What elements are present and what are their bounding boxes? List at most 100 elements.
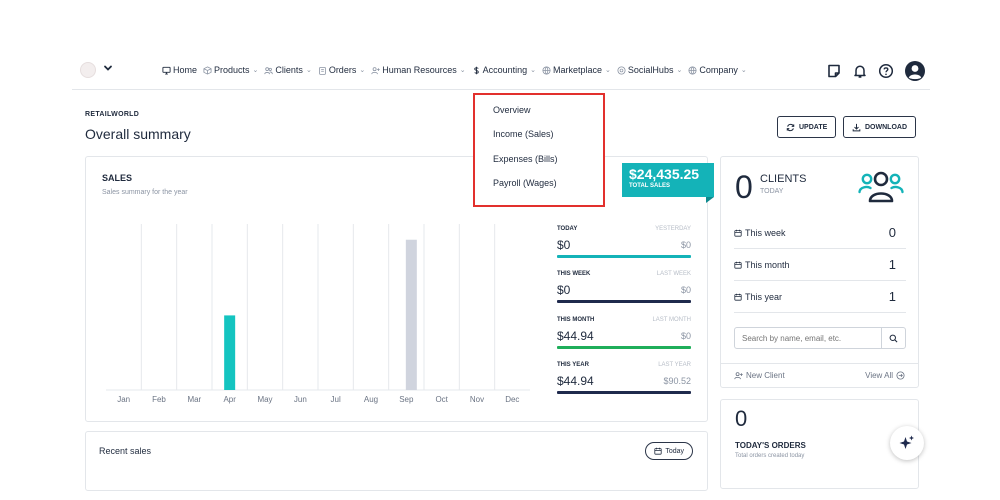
download-label: DOWNLOAD — [865, 123, 907, 131]
nav-item-label: Products — [214, 65, 250, 75]
clipboard-icon — [319, 66, 326, 75]
box-icon — [203, 65, 212, 75]
bar-apr — [224, 315, 236, 390]
sparkle-icon — [899, 435, 914, 449]
users-group-icon — [858, 171, 904, 203]
search-button[interactable] — [881, 328, 905, 348]
nav-item-label: SocialHubs — [627, 65, 674, 75]
menu-item-payroll-wages[interactable]: Payroll (Wages) — [493, 178, 557, 188]
row-label: This week — [745, 228, 786, 238]
today-filter-label: Today — [665, 447, 684, 455]
divider — [721, 363, 918, 364]
stat-prev-label: LAST YEAR — [658, 362, 691, 368]
chevron-down-icon: ⌄ — [676, 67, 683, 74]
company-logo[interactable] — [80, 62, 96, 78]
download-icon — [852, 123, 861, 131]
help-icon[interactable] — [878, 63, 894, 79]
nav-item-label: Marketplace — [553, 65, 603, 75]
page-title: Overall summary — [85, 126, 191, 142]
ai-assistant-button[interactable] — [890, 426, 924, 460]
globe-icon — [688, 65, 697, 75]
stat-underline — [557, 346, 691, 349]
dollar-icon — [473, 66, 479, 74]
row-label: This year — [745, 292, 783, 302]
chevron-down-icon[interactable] — [102, 62, 114, 74]
breadcrumb: RETAILWORLD — [85, 111, 140, 118]
x-tick-label: May — [257, 395, 272, 404]
stat-value: $44.94 — [557, 329, 594, 343]
stat-label: THIS YEAR — [557, 362, 589, 368]
clients-count: 0 — [735, 169, 753, 205]
total-sales-badge: $24,435.25 TOTAL SALES — [622, 163, 714, 197]
monitor-icon — [162, 66, 171, 75]
nav-item-label: Human Resources — [382, 65, 457, 75]
stat-this-month: THIS MONTH LAST MONTH $44.94 $0 — [557, 317, 691, 361]
x-tick-label: Nov — [470, 395, 484, 404]
clients-row-this-month: This month 1 — [734, 251, 906, 281]
chevron-down-icon: ⌄ — [605, 67, 611, 74]
nav-item-clients[interactable]: Clients ⌄ — [264, 65, 312, 75]
arrow-right-circle-icon — [896, 371, 905, 380]
orders-subtitle: Total orders created today — [735, 453, 805, 459]
nav-item-home[interactable]: Home — [162, 65, 197, 75]
nav-item-company[interactable]: Company ⌄ — [688, 65, 747, 75]
client-search — [734, 327, 906, 349]
search-icon — [889, 334, 898, 342]
refresh-icon — [786, 123, 795, 131]
stat-value: $44.94 — [557, 374, 594, 388]
chevron-down-icon: ⌄ — [252, 67, 259, 74]
accounting-dropdown-menu: Overview Income (Sales) Expenses (Bills)… — [473, 93, 605, 207]
bar-sep — [405, 239, 417, 390]
stat-this-year: THIS YEAR LAST YEAR $44.94 $90.52 — [557, 362, 691, 406]
stat-underline — [557, 300, 691, 303]
clients-card: 0 CLIENTS TODAY This week 0 This month 1… — [720, 156, 919, 388]
calendar-icon — [734, 261, 742, 269]
menu-item-income-sales[interactable]: Income (Sales) — [493, 129, 554, 139]
total-sales-label: TOTAL SALES — [629, 183, 671, 189]
user-avatar-icon[interactable] — [904, 60, 926, 82]
nav-item-label: Clients — [275, 65, 303, 75]
update-button[interactable]: UPDATE — [777, 116, 837, 138]
nav-item-human-resources[interactable]: Human Resources ⌄ — [371, 65, 466, 75]
view-all-link[interactable]: View All — [865, 371, 905, 380]
x-tick-label: Mar — [187, 395, 201, 404]
x-tick-label: Jul — [331, 395, 341, 404]
client-search-input[interactable] — [735, 328, 883, 348]
stat-prev-label: LAST WEEK — [656, 271, 691, 277]
users-icon — [264, 66, 274, 74]
today-filter-button[interactable]: Today — [645, 442, 693, 460]
sales-subtitle: Sales summary for the year — [102, 189, 188, 196]
total-sales-amount: $24,435.25 — [629, 166, 700, 182]
recent-sales-card: Recent sales Today — [85, 431, 708, 491]
clients-subtitle: TODAY — [760, 188, 784, 195]
globe-icon — [542, 65, 551, 75]
download-button[interactable]: DOWNLOAD — [843, 116, 916, 138]
note-icon[interactable] — [826, 63, 842, 79]
bell-icon[interactable] — [852, 63, 868, 79]
nav-item-label: Company — [699, 65, 738, 75]
calendar-icon — [734, 293, 742, 301]
menu-item-overview[interactable]: Overview — [493, 105, 531, 115]
menu-item-expenses-bills[interactable]: Expenses (Bills) — [493, 154, 558, 164]
clients-title: CLIENTS — [760, 173, 807, 185]
stat-underline — [557, 255, 691, 258]
stat-label: THIS WEEK — [557, 271, 591, 277]
new-client-link[interactable]: New Client — [734, 371, 785, 380]
chevron-down-icon: ⌄ — [459, 67, 466, 74]
row-value: 1 — [888, 289, 896, 304]
row-label: This month — [745, 260, 790, 270]
chevron-down-icon: ⌄ — [359, 67, 366, 74]
stat-prev-label: YESTERDAY — [655, 226, 691, 232]
nav-item-products[interactable]: Products ⌄ — [203, 65, 258, 75]
header-actions — [826, 60, 926, 82]
nav-item-accounting[interactable]: Accounting ⌄ — [472, 65, 536, 75]
stat-value: $0 — [557, 238, 571, 252]
orders-count: 0 — [735, 406, 748, 431]
stat-prev-value: $90.52 — [663, 376, 691, 386]
nav-item-marketplace[interactable]: Marketplace ⌄ — [542, 65, 611, 75]
nav-item-socialhubs[interactable]: SocialHubs ⌄ — [617, 65, 682, 75]
nav-item-orders[interactable]: Orders ⌄ — [318, 65, 365, 75]
row-key: This month — [734, 260, 790, 270]
orders-title: TODAY'S ORDERS — [735, 441, 806, 450]
user-plus-icon — [734, 372, 743, 380]
